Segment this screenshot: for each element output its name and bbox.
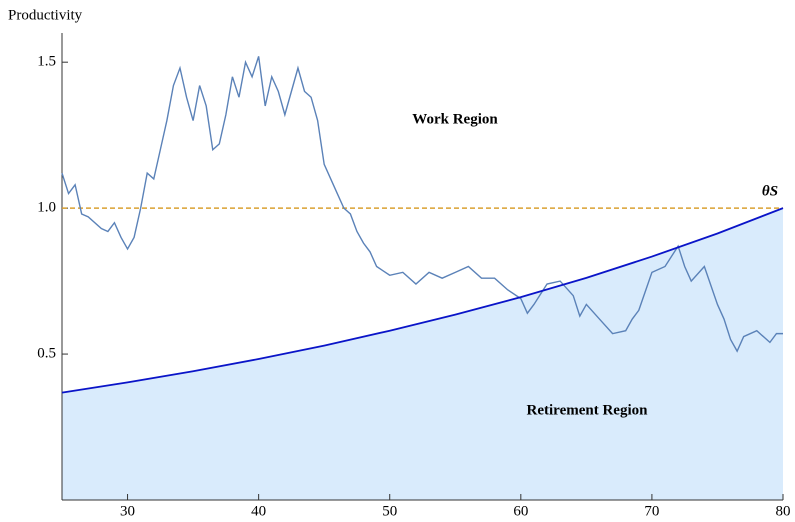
x-tick-label: 40 — [251, 503, 266, 519]
x-tick-label: 80 — [776, 503, 791, 519]
y-tick-label: 1.0 — [37, 200, 56, 216]
x-tick-label: 70 — [644, 503, 659, 519]
x-tick-label: 60 — [513, 503, 528, 519]
line — [61, 207, 784, 394]
y-axis-label: Productivity — [8, 7, 83, 23]
annotation: Work Region — [412, 111, 498, 127]
x-tick-label: 30 — [120, 503, 135, 519]
y-tick-label: 1.5 — [37, 54, 56, 70]
area — [62, 208, 783, 500]
annotation: Retirement Region — [527, 402, 649, 418]
x-tick-label: 50 — [382, 503, 397, 519]
annotation: θS — [762, 183, 778, 199]
line — [61, 56, 783, 353]
y-tick-label: 0.5 — [37, 346, 56, 362]
